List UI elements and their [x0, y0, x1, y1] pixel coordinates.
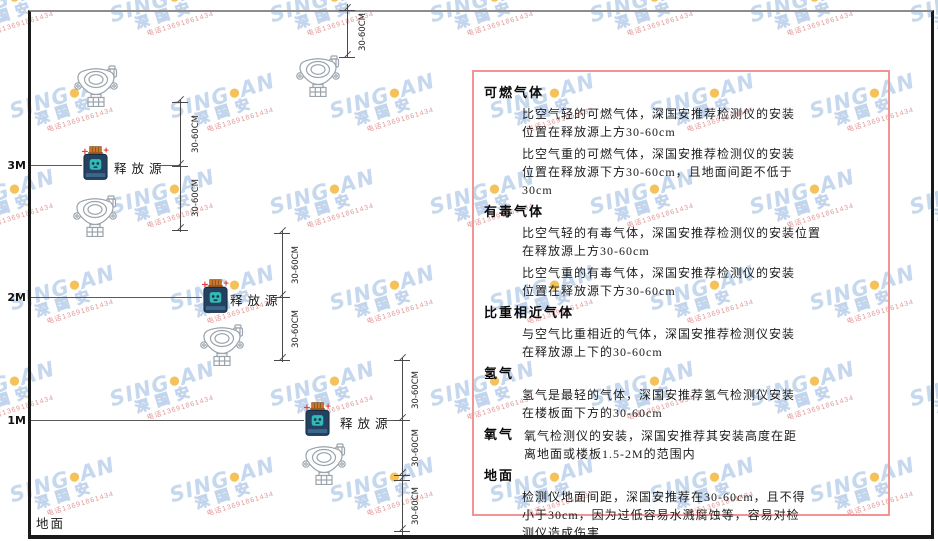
gas-detector-icon	[72, 195, 118, 237]
dimension-label: 30-60CM	[411, 487, 421, 525]
section-heading: 有毒气体	[484, 204, 545, 219]
section-paragraph: 比空气重的可燃气体，深国安推荐检测仪的安装 位置在释放源下方30-60cm，且地…	[522, 147, 796, 197]
gas-detector-icon	[199, 324, 245, 366]
dimension-tick	[394, 531, 410, 532]
section-paragraph: 比空气重的有毒气体，深国安推荐检测仪的安装 位置在释放源下方30-60cm	[522, 266, 796, 298]
dimension-tick	[394, 360, 410, 361]
scale-3m-label: 3M	[7, 159, 26, 172]
section-heading: 氧气	[484, 427, 515, 442]
section-ground: 地面 检测仪地面间距，深国安推荐在30-60cm，且不得 小于30cm，因为过低…	[484, 468, 878, 541]
release-source-icon	[202, 279, 229, 315]
scale-2m-label: 2M	[7, 291, 26, 304]
dimension-tick	[172, 102, 188, 103]
room-frame	[28, 10, 934, 539]
gas-detector-icon	[295, 55, 341, 97]
gas-detector-icon	[73, 65, 119, 107]
section-oxygen: 氧气 氧气检测仪的安装，深国安推荐其安装高度在距 离地面或楼板1.5-2M的范围…	[484, 422, 878, 463]
recommendation-panel: 可燃气体 比空气轻的可燃气体，深国安推荐检测仪的安装 位置在释放源上方30-60…	[472, 70, 890, 540]
dimension-line	[402, 358, 403, 535]
section-heading: 地面	[484, 468, 515, 483]
scale-1m-label: 1M	[7, 414, 26, 427]
dimension-tick	[339, 57, 355, 58]
dimension-label: 30-60CM	[411, 429, 421, 467]
dimension-label: 30-60CM	[358, 13, 368, 51]
release-source-label: 释放源	[230, 294, 283, 308]
connector-3m	[160, 165, 180, 166]
section-paragraph: 与空气比重相近的气体，深国安推荐检测仪安装 在释放源上下的30-60cm	[522, 327, 796, 359]
dimension-tick	[394, 420, 410, 421]
gas-detector-icon	[301, 443, 347, 485]
dimension-tick	[274, 297, 290, 298]
section-similar-density-gas: 比重相近气体 与空气比重相近的气体，深国安推荐检测仪安装 在释放源上下的30-6…	[484, 305, 878, 361]
release-source-icon	[304, 402, 331, 438]
section-heading: 可燃气体	[484, 85, 545, 100]
section-paragraph: 比空气轻的有毒气体，深国安推荐检测仪的安装位置 在释放源上方30-60cm	[522, 226, 822, 258]
dimension-tick	[274, 233, 290, 234]
dimension-label: 30-60CM	[291, 310, 301, 348]
section-heading: 氢气	[484, 366, 515, 381]
level-line-2m	[31, 297, 202, 298]
level-line-1m	[31, 420, 304, 421]
dimension-line	[347, 4, 348, 57]
section-hydrogen: 氢气 氢气是最轻的气体，深国安推荐氢气检测仪安装 在楼板面下方的30-60cm	[484, 366, 878, 422]
ground-label: 地面	[36, 517, 66, 531]
section-combustible-gas: 可燃气体 比空气轻的可燃气体，深国安推荐检测仪的安装 位置在释放源上方30-60…	[484, 85, 878, 199]
dimension-label: 30-60CM	[191, 179, 201, 217]
section-paragraph: 氧气检测仪的安装，深国安推荐其安装高度在距 离地面或楼板1.5-2M的范围内	[524, 429, 798, 461]
connector-1m	[384, 420, 402, 421]
dimension-tick	[394, 480, 410, 481]
release-source-label: 释放源	[114, 162, 167, 176]
section-paragraph: 比空气轻的可燃气体，深国安推荐检测仪的安装 位置在释放源上方30-60cm	[522, 107, 796, 139]
dimension-label: 30-60CM	[411, 371, 421, 409]
dimension-tick	[274, 360, 290, 361]
dimension-tick	[172, 166, 188, 167]
section-toxic-gas: 有毒气体 比空气轻的有毒气体，深国安推荐检测仪的安装位置 在释放源上方30-60…	[484, 204, 878, 300]
level-line-3m	[31, 165, 82, 166]
dimension-tick	[339, 10, 355, 11]
release-source-label: 释放源	[340, 417, 393, 431]
dimension-tick	[172, 230, 188, 231]
release-source-icon	[82, 146, 109, 182]
dimension-label: 30-60CM	[191, 115, 201, 153]
section-heading: 比重相近气体	[484, 305, 575, 320]
dimension-label: 30-60CM	[291, 246, 301, 284]
section-paragraph: 检测仪地面间距，深国安推荐在30-60cm，且不得 小于30cm，因为过低容易水…	[522, 490, 806, 540]
section-paragraph: 氢气是最轻的气体，深国安推荐氢气检测仪安装 在楼板面下方的30-60cm	[522, 388, 796, 420]
